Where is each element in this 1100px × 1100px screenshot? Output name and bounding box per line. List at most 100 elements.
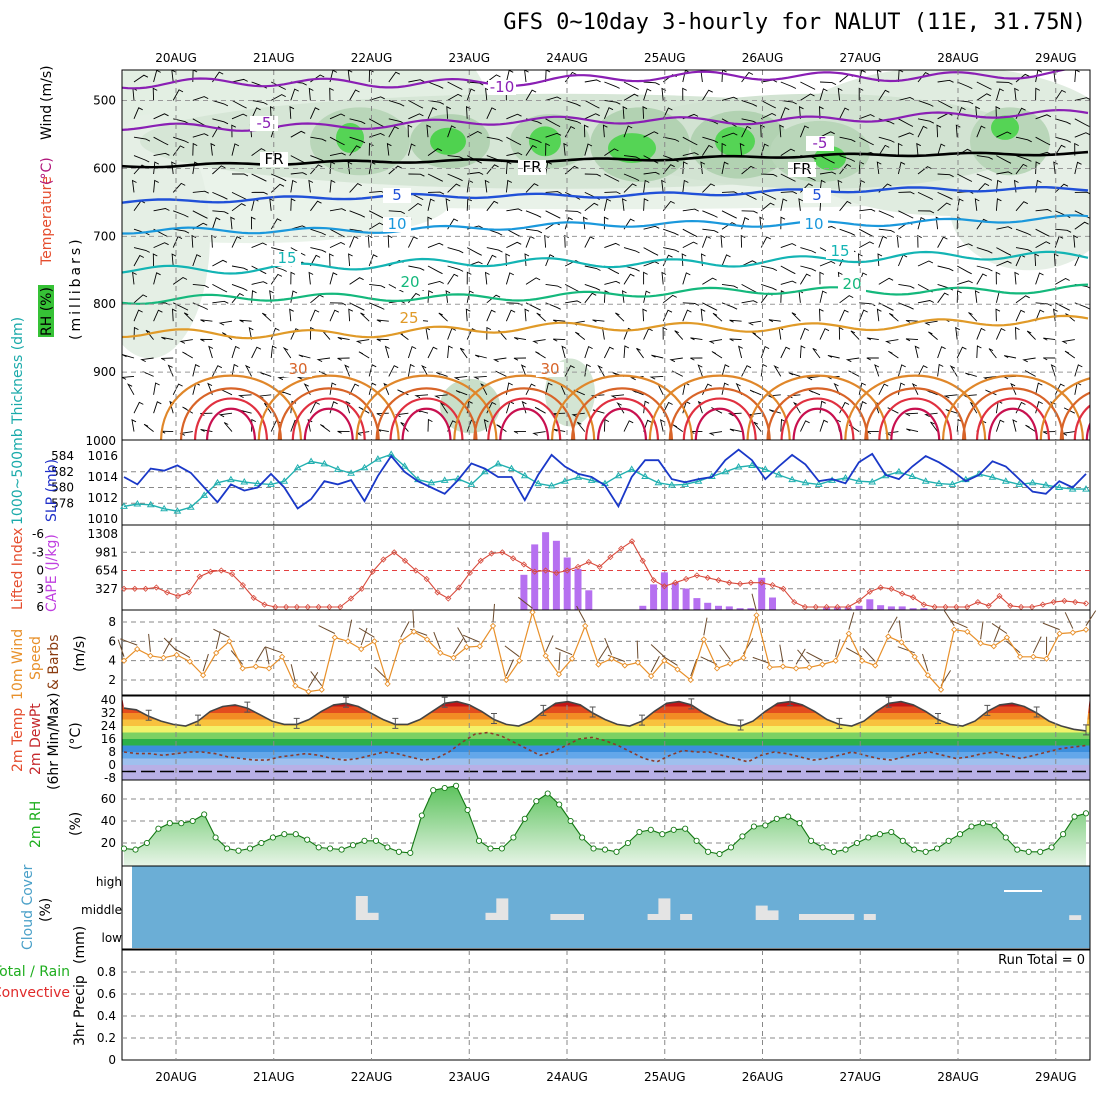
wind-barb — [447, 93, 463, 101]
wind-barb — [819, 419, 829, 432]
wind-speed-point — [990, 643, 997, 650]
wind-barb — [486, 107, 497, 119]
wind-barb — [603, 346, 614, 359]
wind-barb — [310, 164, 323, 175]
bottom-date-label: 29AUG — [1035, 1070, 1077, 1084]
thickness-point — [788, 475, 796, 483]
cape-tick-label: 1308 — [87, 527, 118, 541]
wind-barb — [486, 254, 497, 267]
wind-barb — [212, 259, 228, 267]
cape-bar — [725, 606, 733, 610]
thickness-point — [133, 500, 142, 507]
temp-minmax-bar — [688, 698, 695, 710]
wind-barb — [535, 351, 546, 359]
wind-barb — [839, 107, 850, 120]
cloud-cover-label: Cloud Cover — [20, 864, 36, 950]
wind-barb — [251, 191, 268, 195]
wind-speed-point — [582, 622, 589, 630]
wind-barb — [615, 312, 625, 322]
wind-barb — [427, 418, 433, 432]
wind-barb — [414, 394, 429, 399]
wind-barb — [760, 345, 770, 359]
wind-barb — [337, 430, 350, 434]
millibars-label: (millibars) — [68, 236, 84, 340]
rh-panel: 60 40 20 2m RH (%) — [28, 779, 1091, 867]
wind-barb — [545, 283, 562, 289]
lifted-index-point — [142, 585, 149, 592]
rh-point — [292, 831, 299, 838]
thickness-point — [400, 462, 409, 469]
wind-barb — [839, 155, 856, 162]
wind-speed-point — [239, 665, 246, 672]
contour-lobe — [766, 387, 869, 440]
wind-barb — [1074, 97, 1090, 101]
wind-barb — [800, 81, 816, 90]
slp-tick-label: 1014 — [87, 470, 118, 484]
wind-barb — [760, 236, 772, 248]
wind-barb — [584, 100, 600, 109]
wind-barb — [349, 136, 366, 144]
lifted-index-point — [542, 567, 549, 574]
wind-barb — [806, 375, 821, 381]
wind-barb — [534, 406, 546, 414]
thickness-point — [173, 507, 182, 514]
rh-shading — [529, 126, 561, 157]
wind-barb — [976, 327, 986, 340]
contour-lobe — [453, 374, 596, 440]
wind-barb — [956, 173, 973, 182]
wind-barb — [968, 312, 978, 322]
wind-barb — [459, 347, 468, 359]
lifted-index-point — [683, 575, 690, 583]
rh-point — [899, 837, 906, 844]
wind-barb — [1074, 191, 1090, 195]
wind-barb — [584, 202, 599, 212]
thickness-point — [801, 478, 810, 486]
wind-speed-point — [503, 676, 510, 684]
temp-tick-label: 0 — [108, 758, 116, 772]
lifted-index-point — [628, 538, 636, 545]
wind-barb — [945, 409, 958, 414]
thickness-point — [307, 457, 315, 464]
wind-barb — [1074, 161, 1082, 175]
pressure-tick-label: 1000 — [85, 434, 116, 448]
wind-barb — [388, 165, 403, 175]
wind-barb — [131, 179, 137, 193]
wind-barb — [388, 71, 401, 83]
lifted-index-point — [974, 599, 981, 606]
surface-wind-barb — [492, 603, 495, 622]
wind-speed-point — [951, 626, 958, 633]
lifted-index-point — [174, 592, 182, 600]
thickness-point — [480, 467, 489, 475]
wind-barb — [1035, 228, 1051, 238]
slp-tick-label: 1010 — [87, 512, 118, 526]
wind-tick-label: 2 — [108, 673, 116, 687]
wind-barb — [874, 364, 880, 377]
wind-barb — [976, 93, 992, 101]
wind-barb — [917, 166, 932, 175]
thickness-point — [427, 478, 436, 486]
li-tick-label: 6 — [36, 600, 44, 614]
wind-barb — [447, 247, 464, 254]
temp-minmax-bar — [737, 719, 744, 731]
thickness-point — [841, 474, 850, 481]
wind-barb — [408, 100, 424, 109]
wind-barb — [995, 179, 1002, 193]
wind-barb — [955, 124, 961, 138]
wind-speed-point — [819, 661, 826, 668]
wind-barb — [996, 155, 1012, 164]
wind-barb — [753, 421, 762, 432]
wind-barb — [182, 351, 194, 359]
wind-barb — [427, 242, 444, 249]
top-date-label: 28AUG — [937, 51, 979, 65]
wind-barb — [799, 327, 810, 340]
cape-bar — [769, 597, 776, 610]
wind-barb — [368, 382, 377, 395]
cape-bar — [747, 608, 755, 610]
surface-wind-barb — [360, 627, 368, 646]
lifted-index-point — [120, 585, 128, 592]
wind-speed-point — [147, 652, 154, 659]
temp-minmax-bar — [984, 704, 991, 716]
wind-barb — [878, 144, 890, 156]
wind-barb — [565, 99, 581, 107]
lifted-index-point — [747, 579, 754, 586]
